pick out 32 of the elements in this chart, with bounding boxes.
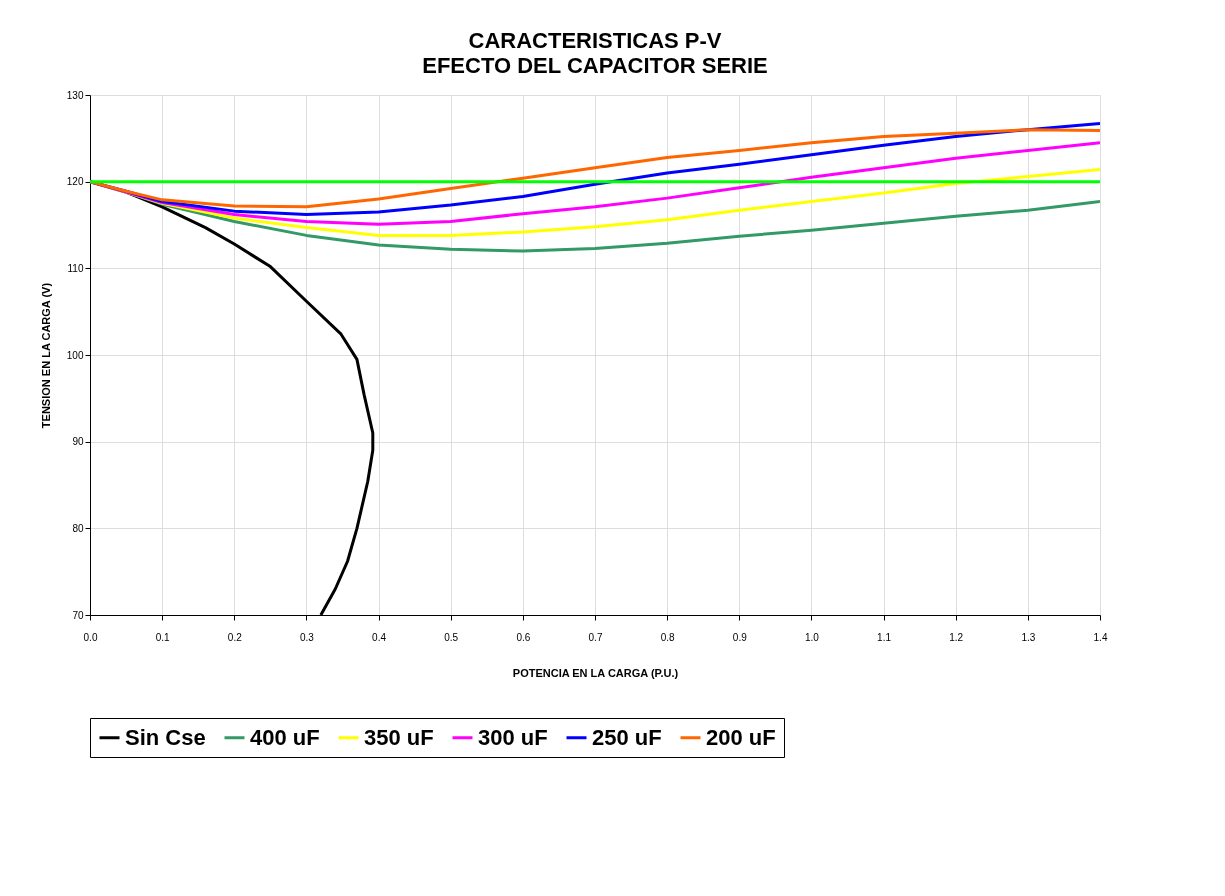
x-tick-label: 0.1 [155,631,171,643]
legend-label: 300 uF [478,724,548,750]
x-tick-label: 1.4 [1093,631,1108,643]
chart-title: CARACTERISTICAS P-V [468,28,722,53]
x-tick-label: 1.0 [804,631,820,643]
chart-subtitle: EFECTO DEL CAPACITOR SERIE [422,53,768,78]
legend-label: 350 uF [364,724,434,750]
y-tick-label: 110 [67,262,84,274]
x-tick-label: 0.0 [83,631,98,643]
x-tick-label: 0.5 [444,631,459,643]
legend-label: 400 uF [250,724,320,750]
x-tick-label: 0.8 [660,631,676,643]
y-axis-title: TENSION EN LA CARGA (V) [39,282,52,429]
legend-label: 250 uF [592,724,662,750]
x-axis-title: POTENCIA EN LA CARGA (P.U.) [512,666,679,679]
y-tick-label: 100 [66,349,84,361]
y-tick-label: 130 [66,89,84,101]
legend-label: 200 uF [706,724,776,750]
y-tick-label: 80 [72,522,84,534]
y-tick-label: 120 [66,176,84,188]
x-tick-label: 0.9 [732,631,748,643]
y-tick-label: 90 [72,436,84,448]
x-tick-label: 0.6 [516,631,531,643]
y-tick-label: 70 [72,609,84,621]
x-tick-label: 1.3 [1021,631,1036,643]
x-tick-label: 0.4 [372,631,387,643]
x-tick-label: 1.2 [949,631,964,643]
legend-label: Sin Cse [125,724,206,750]
x-tick-label: 0.7 [588,631,603,643]
x-tick-label: 0.3 [299,631,315,643]
x-tick-label: 0.2 [227,631,243,643]
x-tick-label: 1.1 [877,631,892,643]
